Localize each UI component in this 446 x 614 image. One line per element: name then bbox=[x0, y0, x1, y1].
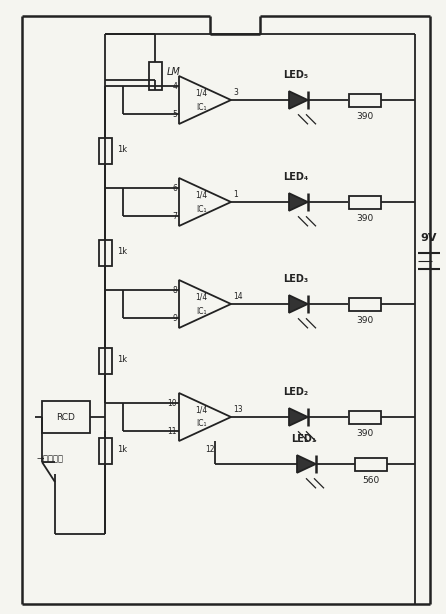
Text: 14: 14 bbox=[233, 292, 243, 300]
Bar bbox=[99, 438, 112, 464]
Text: 390: 390 bbox=[356, 316, 374, 325]
Text: 1k: 1k bbox=[117, 354, 127, 363]
Text: IC₁: IC₁ bbox=[196, 103, 206, 112]
Text: IC₁: IC₁ bbox=[196, 419, 206, 429]
Bar bbox=[349, 298, 381, 311]
Text: 8: 8 bbox=[172, 286, 177, 295]
Bar bbox=[349, 411, 381, 424]
Text: LED₅: LED₅ bbox=[284, 70, 309, 80]
Bar bbox=[349, 93, 381, 106]
Text: 1k: 1k bbox=[117, 246, 127, 255]
Text: 1k: 1k bbox=[117, 445, 127, 454]
Bar bbox=[42, 401, 90, 433]
Text: 560: 560 bbox=[362, 476, 380, 485]
Text: 4: 4 bbox=[172, 82, 177, 90]
Text: 7: 7 bbox=[172, 211, 177, 220]
Polygon shape bbox=[289, 91, 308, 109]
Text: 390: 390 bbox=[356, 214, 374, 223]
Polygon shape bbox=[289, 408, 308, 426]
Bar bbox=[99, 348, 112, 374]
Text: LM: LM bbox=[167, 67, 181, 77]
Bar bbox=[355, 457, 387, 470]
Text: 12: 12 bbox=[205, 445, 215, 454]
Text: 13: 13 bbox=[233, 405, 243, 413]
Polygon shape bbox=[289, 193, 308, 211]
Text: IC₁: IC₁ bbox=[196, 306, 206, 316]
Bar bbox=[349, 195, 381, 209]
Bar bbox=[99, 240, 112, 266]
Text: 1k: 1k bbox=[117, 144, 127, 154]
Text: 1/4: 1/4 bbox=[195, 88, 207, 98]
Text: IC₁: IC₁ bbox=[196, 204, 206, 214]
Text: LED₂: LED₂ bbox=[284, 387, 309, 397]
Polygon shape bbox=[289, 295, 308, 313]
Text: 9: 9 bbox=[172, 314, 177, 322]
Text: 1/4: 1/4 bbox=[195, 405, 207, 414]
Text: LED₁: LED₁ bbox=[291, 434, 317, 444]
Text: 10: 10 bbox=[167, 398, 177, 408]
Text: 6: 6 bbox=[172, 184, 177, 193]
Text: 1/4: 1/4 bbox=[195, 190, 207, 200]
Text: 390: 390 bbox=[356, 429, 374, 438]
Text: 1: 1 bbox=[233, 190, 238, 198]
Bar bbox=[149, 62, 161, 90]
Text: 390: 390 bbox=[356, 112, 374, 121]
Text: →输入电压: →输入电压 bbox=[36, 454, 63, 464]
Text: LED₄: LED₄ bbox=[284, 172, 309, 182]
Text: 1/4: 1/4 bbox=[195, 292, 207, 301]
Text: 5: 5 bbox=[172, 109, 177, 119]
Text: LED₃: LED₃ bbox=[284, 274, 309, 284]
Text: 9V: 9V bbox=[420, 233, 437, 243]
Bar bbox=[99, 138, 112, 164]
Text: 11: 11 bbox=[168, 427, 177, 435]
Polygon shape bbox=[297, 455, 316, 473]
Text: 3: 3 bbox=[233, 88, 238, 96]
Text: RCD: RCD bbox=[57, 413, 75, 421]
